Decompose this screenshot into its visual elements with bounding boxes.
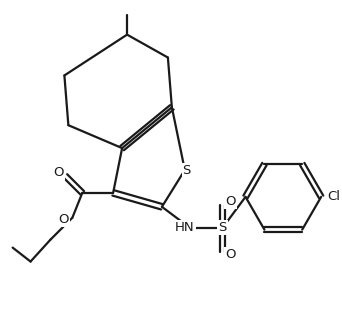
Text: O: O [225,248,236,261]
Text: S: S [219,221,227,234]
Text: Cl: Cl [328,190,341,203]
Text: O: O [225,195,236,208]
Text: O: O [58,213,69,226]
Text: O: O [53,166,64,180]
Text: S: S [183,164,191,178]
Text: HN: HN [175,221,195,234]
